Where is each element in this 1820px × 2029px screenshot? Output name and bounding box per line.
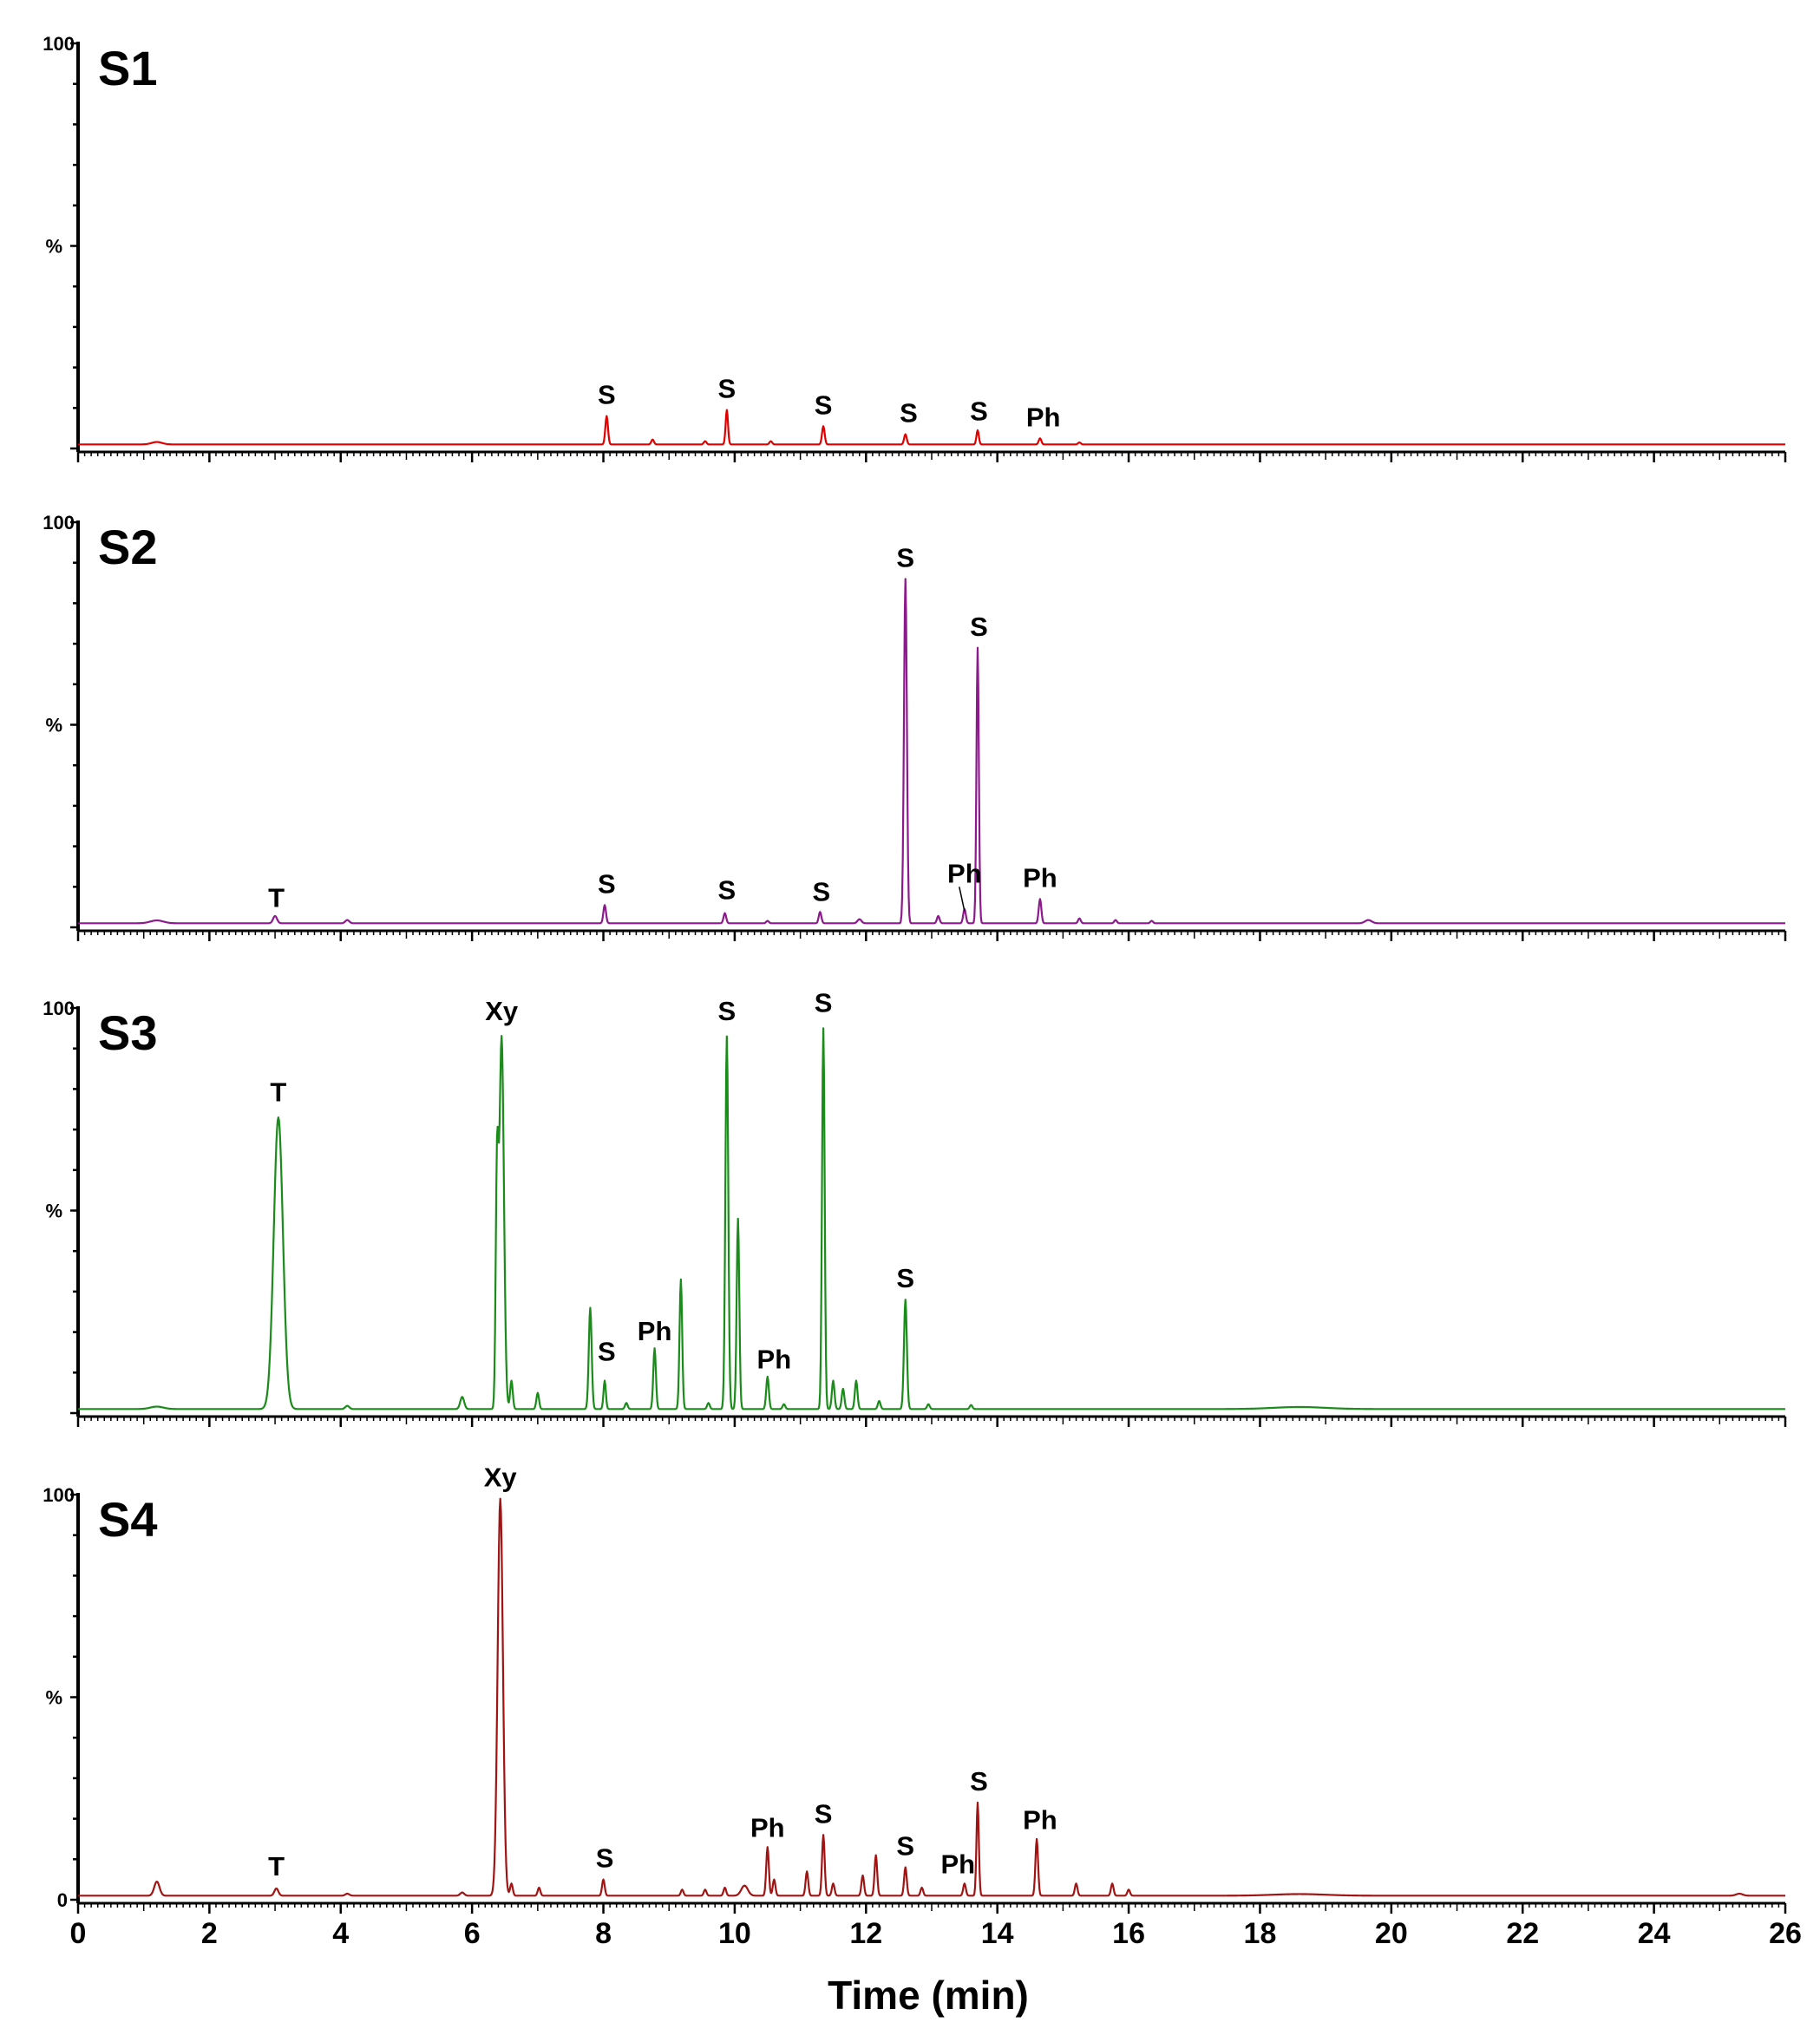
panel-label: S1	[98, 41, 158, 95]
peak-annotation: S	[598, 868, 616, 899]
x-tick-label: 4	[332, 1917, 349, 1950]
y-axis-label: %	[45, 236, 62, 258]
x-tick-label: 12	[849, 1917, 882, 1950]
x-tick-label: 2	[201, 1917, 218, 1950]
panel-label: S3	[98, 1005, 158, 1060]
peak-annotation: Ph	[1023, 1804, 1057, 1835]
y-tick-label-100: 100	[43, 33, 75, 55]
annotation-pointer	[959, 887, 966, 912]
peak-annotation: S	[896, 1263, 914, 1293]
y-axis-label: %	[45, 715, 62, 736]
peak-annotation: Xy	[484, 1463, 518, 1493]
peak-annotation: Xy	[485, 996, 519, 1026]
peak-annotation: T	[268, 883, 285, 913]
peak-annotation: Ph	[757, 1345, 792, 1375]
peak-annotation: S	[717, 996, 736, 1026]
chromatogram-trace	[77, 578, 1786, 925]
y-axis-label: %	[45, 1201, 62, 1222]
panel-s2: 100% S2 T S S S S S Ph Ph	[43, 512, 1787, 941]
x-tick-label: 22	[1506, 1917, 1539, 1950]
chromatogram-trace	[77, 409, 1786, 446]
peak-annotation: S	[812, 877, 830, 907]
x-tick-label: 18	[1244, 1917, 1277, 1950]
panel-s4: 100 0% S4 T Xy S Ph S S Ph S Ph	[43, 1463, 1787, 1914]
peak-annotation: S	[896, 1831, 914, 1862]
y-tick-label-0: 0	[57, 1889, 68, 1911]
x-tick-label: 8	[595, 1917, 612, 1950]
peak-annotation: S	[717, 874, 736, 905]
x-axis-title: Time (min)	[828, 1973, 1029, 2018]
peak-annotation: S	[815, 389, 833, 420]
chromatogram-trace	[77, 1497, 1786, 1897]
x-tick-label: 14	[981, 1917, 1014, 1950]
peak-annotation: Ph	[940, 1849, 975, 1880]
y-axis-label: %	[45, 1687, 62, 1709]
chromatogram-trace	[77, 1027, 1786, 1410]
peak-annotation: S	[900, 398, 918, 429]
peak-annotation: S	[970, 612, 988, 642]
x-tick-label: 0	[70, 1917, 87, 1950]
panel-label: S4	[98, 1492, 158, 1547]
peak-annotation: Ph	[638, 1316, 672, 1346]
y-tick-label-100: 100	[43, 1484, 75, 1506]
peak-annotation: S	[815, 1798, 833, 1829]
peak-annotation: S	[970, 396, 988, 426]
panel-s3: 100% S3 T Xy S Ph S Ph S S	[43, 988, 1787, 1427]
x-tick-label: 6	[464, 1917, 481, 1950]
x-tick-label: 24	[1638, 1917, 1671, 1950]
peak-annotation: T	[270, 1077, 286, 1107]
x-tick-label: 26	[1769, 1917, 1802, 1950]
peak-annotation: Ph	[947, 859, 982, 889]
peak-annotation: S	[598, 1336, 616, 1366]
peak-annotation: Ph	[750, 1813, 785, 1843]
panel-s1: 100% S1 S S S S S Ph	[43, 33, 1787, 462]
peak-annotation: S	[598, 380, 616, 410]
peak-annotation: S	[596, 1843, 614, 1874]
x-tick-label: 20	[1375, 1917, 1408, 1950]
x-axis: 0 2 4 6 8 10 12 14 16 18 20 22 24 26	[70, 1917, 1802, 1950]
x-tick-label: 16	[1112, 1917, 1145, 1950]
peak-annotation: Ph	[1026, 402, 1061, 432]
peak-annotation: T	[268, 1851, 285, 1882]
peak-annotation: S	[815, 988, 833, 1018]
x-tick-label: 10	[718, 1917, 751, 1950]
panel-label: S2	[98, 520, 158, 574]
peak-annotation: S	[970, 1766, 988, 1797]
y-tick-label-100: 100	[43, 998, 75, 1019]
y-tick-label-100: 100	[43, 512, 75, 533]
peak-annotation: S	[896, 542, 914, 573]
peak-annotation: Ph	[1023, 862, 1057, 893]
peak-annotation: S	[717, 374, 736, 404]
